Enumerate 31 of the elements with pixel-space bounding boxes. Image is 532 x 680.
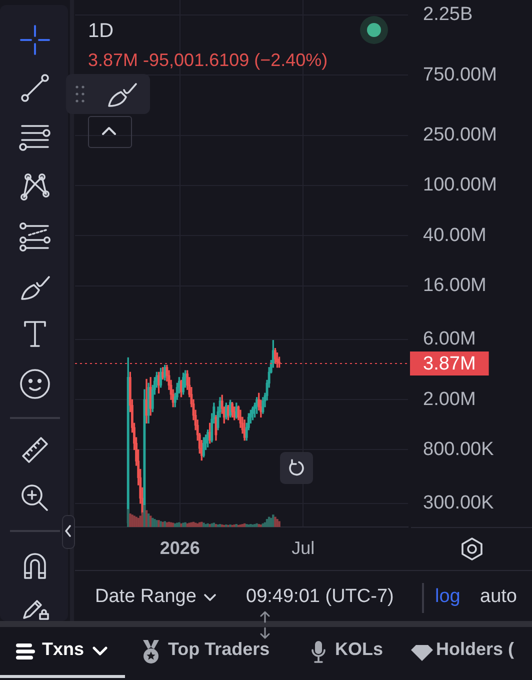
bar: [129, 513, 132, 527]
text: KOLs: [335, 639, 384, 660]
annotation: 3.87M -95,001.6109 (−2.40%): [88, 50, 328, 71]
y-tick-label: 250.00M: [423, 124, 497, 146]
text: auto: [480, 586, 517, 608]
y-tick-label: 16.00M: [423, 274, 486, 296]
bar: [139, 516, 142, 527]
y-tick-label: 40.00M: [423, 224, 486, 246]
text: Top Traders: [168, 639, 270, 660]
candlestick: [252, 406, 254, 420]
y-tick-label: 300.00K: [423, 492, 494, 514]
x-tick-label: 2026: [160, 538, 200, 558]
y-tick-label: 800.00K: [423, 438, 494, 460]
candlestick: [182, 372, 185, 395]
x-tick-label: Jul: [292, 538, 315, 558]
y-tick-label: 750.00M: [423, 64, 497, 86]
text: Date Range: [95, 586, 196, 608]
y-tick-label: 2.00M: [423, 388, 476, 410]
y-tick-label: 100.00M: [423, 174, 497, 196]
ref-line-label: 3.87M: [423, 354, 476, 375]
text: 1D: [88, 20, 114, 43]
text: log: [435, 586, 460, 608]
bar: [276, 518, 278, 527]
y-tick-label: 6.00M: [423, 328, 476, 350]
text: Holders (: [436, 639, 514, 660]
y-tick-label: 2.25B: [423, 4, 473, 26]
bar: [149, 516, 152, 527]
bar: [278, 521, 280, 527]
bar: [210, 523, 214, 527]
text: Txns: [42, 639, 84, 660]
text: 09:49:01 (UTC-7): [246, 586, 394, 608]
